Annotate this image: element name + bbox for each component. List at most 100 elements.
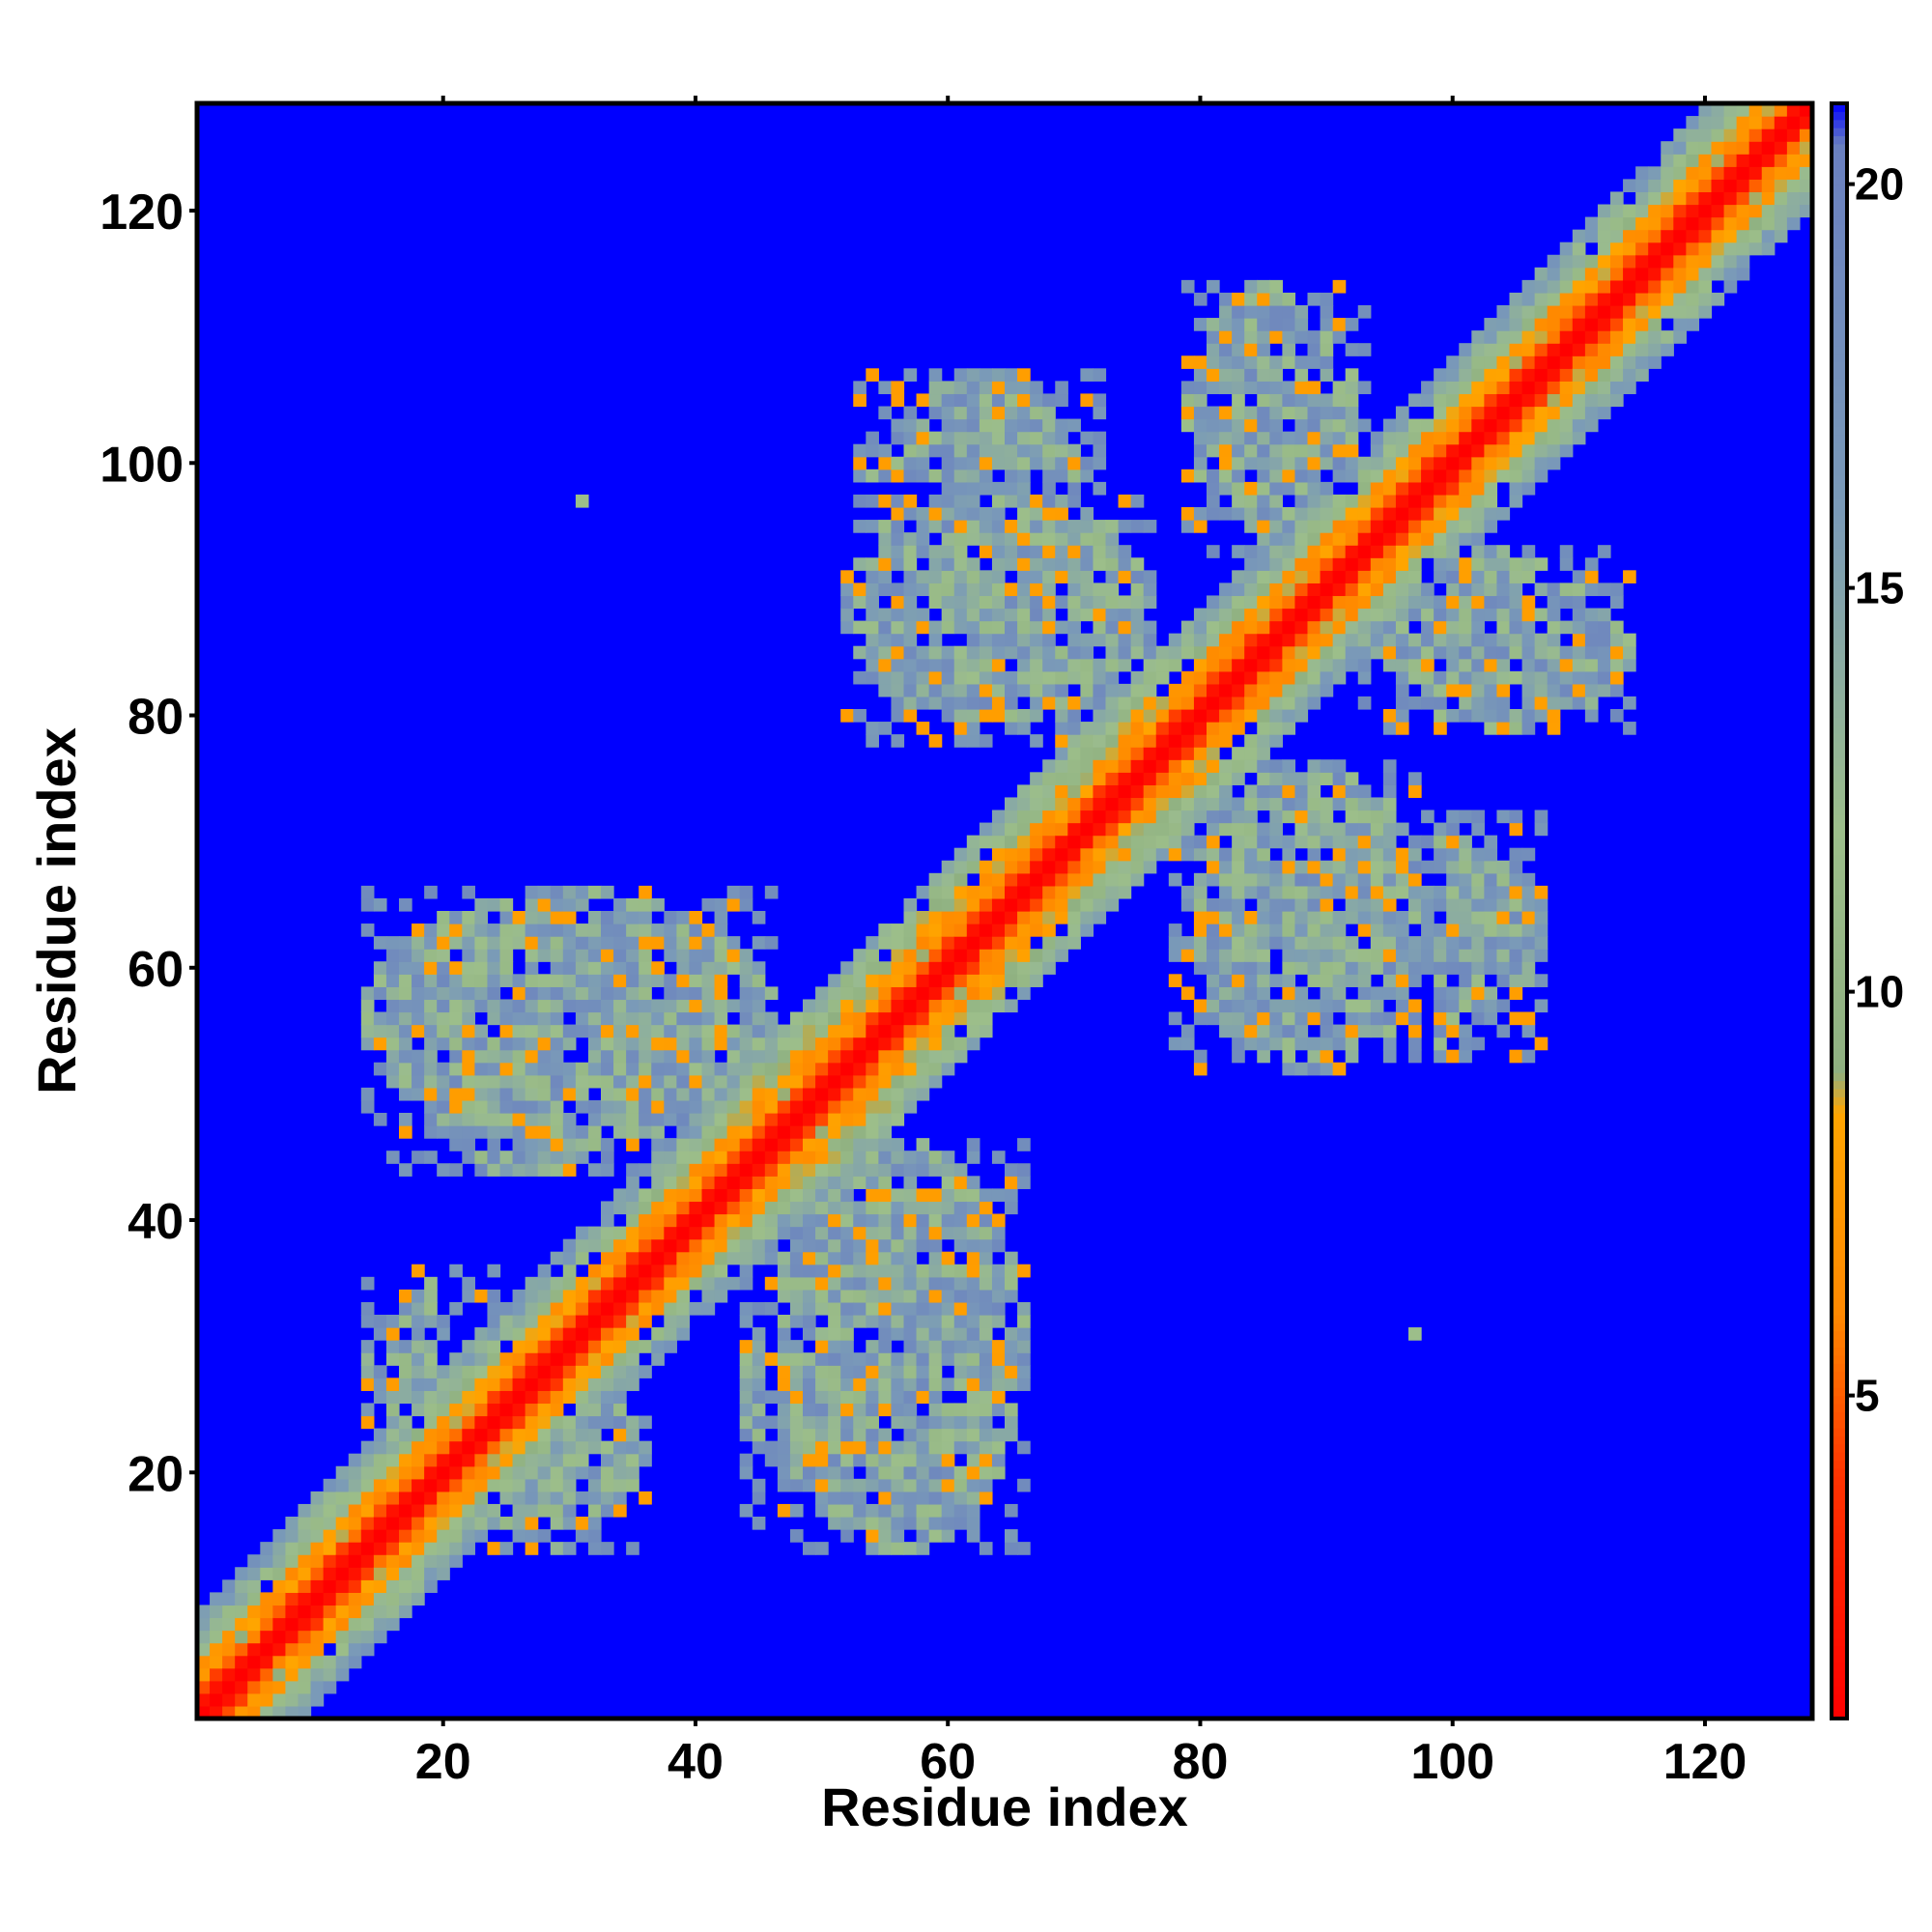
heatmap-cell — [777, 1037, 791, 1051]
heatmap-cell — [613, 1125, 627, 1139]
heatmap-cell — [1434, 722, 1447, 735]
heatmap-cell — [891, 1011, 905, 1026]
heatmap-cell — [903, 986, 918, 1001]
heatmap-cell — [1382, 923, 1397, 937]
heatmap-cell — [916, 683, 930, 697]
heatmap-cell — [499, 1390, 514, 1405]
heatmap-cell — [1521, 961, 1536, 975]
colorbar-segment — [1832, 297, 1847, 306]
heatmap-cell — [1434, 645, 1447, 660]
heatmap-cell — [828, 1037, 841, 1051]
heatmap-cell — [739, 1276, 753, 1291]
heatmap-cell — [1093, 860, 1107, 874]
heatmap-cell — [285, 1680, 299, 1694]
heatmap-cell — [979, 520, 993, 533]
heatmap-cell — [916, 923, 930, 937]
heatmap-cell — [928, 1365, 943, 1378]
heatmap-cell — [840, 1264, 854, 1278]
heatmap-cell — [373, 1465, 387, 1480]
heatmap-cell — [1005, 797, 1018, 811]
heatmap-cell — [449, 1390, 463, 1405]
heatmap-cell — [1105, 784, 1120, 799]
heatmap-cell — [1080, 557, 1094, 571]
heatmap-cell — [777, 1176, 791, 1189]
colorbar-segment — [1832, 103, 1847, 112]
colorbar-segment — [1832, 1161, 1847, 1171]
heatmap-cell — [941, 1062, 955, 1076]
heatmap-cell — [689, 1301, 703, 1316]
heatmap-cell — [701, 1289, 716, 1303]
heatmap-cell — [1207, 847, 1220, 862]
heatmap-cell — [828, 1517, 841, 1530]
heatmap-cell — [348, 1465, 362, 1480]
colorbar-segment — [1832, 1024, 1847, 1033]
heatmap-cell — [1547, 443, 1561, 458]
heatmap-cell — [815, 1226, 829, 1240]
heatmap-cell — [575, 885, 589, 899]
heatmap-cell — [1395, 961, 1409, 975]
heatmap-cell — [866, 443, 879, 458]
heatmap-cell — [1471, 683, 1485, 697]
heatmap-cell — [1610, 204, 1624, 218]
heatmap-cell — [928, 393, 943, 408]
heatmap-cell — [1193, 507, 1208, 521]
heatmap-cell — [499, 897, 514, 912]
heatmap-cell — [1345, 318, 1359, 331]
heatmap-cell — [1446, 986, 1460, 1001]
heatmap-cell — [941, 1289, 955, 1303]
heatmap-cell — [953, 1491, 968, 1505]
heatmap-cell — [1521, 709, 1536, 723]
heatmap-cell — [1042, 608, 1056, 622]
heatmap-cell — [348, 1491, 362, 1505]
heatmap-cell — [1484, 670, 1498, 685]
heatmap-cell — [1155, 797, 1170, 811]
heatmap-cell — [360, 1276, 375, 1291]
heatmap-cell — [953, 1327, 968, 1341]
heatmap-cell — [437, 1465, 450, 1480]
heatmap-cell — [1370, 545, 1384, 558]
heatmap-cell — [550, 1276, 564, 1291]
heatmap-cell — [1382, 532, 1397, 546]
heatmap-cell — [1345, 1011, 1359, 1026]
heatmap-cell — [575, 949, 589, 962]
heatmap-cell — [1282, 582, 1296, 597]
heatmap-cell — [197, 1692, 211, 1707]
colorbar-segment — [1832, 1500, 1847, 1510]
heatmap-cell — [916, 1276, 930, 1291]
heatmap-cell — [1408, 961, 1422, 975]
heatmap-cell — [1207, 670, 1220, 685]
heatmap-cell — [966, 406, 980, 420]
heatmap-cell — [385, 961, 400, 975]
heatmap-cell — [866, 645, 879, 660]
heatmap-cell — [1294, 860, 1309, 874]
heatmap-cell — [437, 986, 450, 1001]
heatmap-cell — [815, 1428, 829, 1442]
heatmap-cell — [310, 1529, 325, 1543]
heatmap-cell — [891, 1049, 905, 1064]
heatmap-cell — [878, 1340, 893, 1353]
plot-frame — [194, 100, 1815, 1721]
heatmap-cell — [1257, 645, 1270, 660]
heatmap-cell — [891, 431, 905, 445]
colorbar-segment — [1832, 1145, 1847, 1154]
heatmap-cell — [1434, 532, 1447, 546]
heatmap-cell — [550, 1062, 564, 1076]
heatmap-cell — [1005, 595, 1018, 610]
heatmap-cell — [1193, 1049, 1208, 1064]
heatmap-cell — [916, 885, 930, 899]
heatmap-cell — [587, 1238, 602, 1253]
colorbar-segment — [1832, 1597, 1847, 1606]
heatmap-cell — [260, 1667, 273, 1682]
x-axis-label: Residue index — [821, 1776, 1188, 1837]
heatmap-cell — [853, 1365, 867, 1378]
heatmap-cell — [689, 1062, 703, 1076]
colorbar-segment — [1832, 1662, 1847, 1671]
heatmap-cell — [928, 633, 943, 647]
heatmap-cell — [1282, 835, 1296, 849]
heatmap-cell — [928, 507, 943, 521]
heatmap-cell — [1370, 835, 1384, 849]
heatmap-cell — [639, 1125, 652, 1139]
heatmap-cell — [487, 1113, 501, 1126]
heatmap-cell — [714, 1037, 728, 1051]
heatmap-cell — [1370, 885, 1384, 899]
